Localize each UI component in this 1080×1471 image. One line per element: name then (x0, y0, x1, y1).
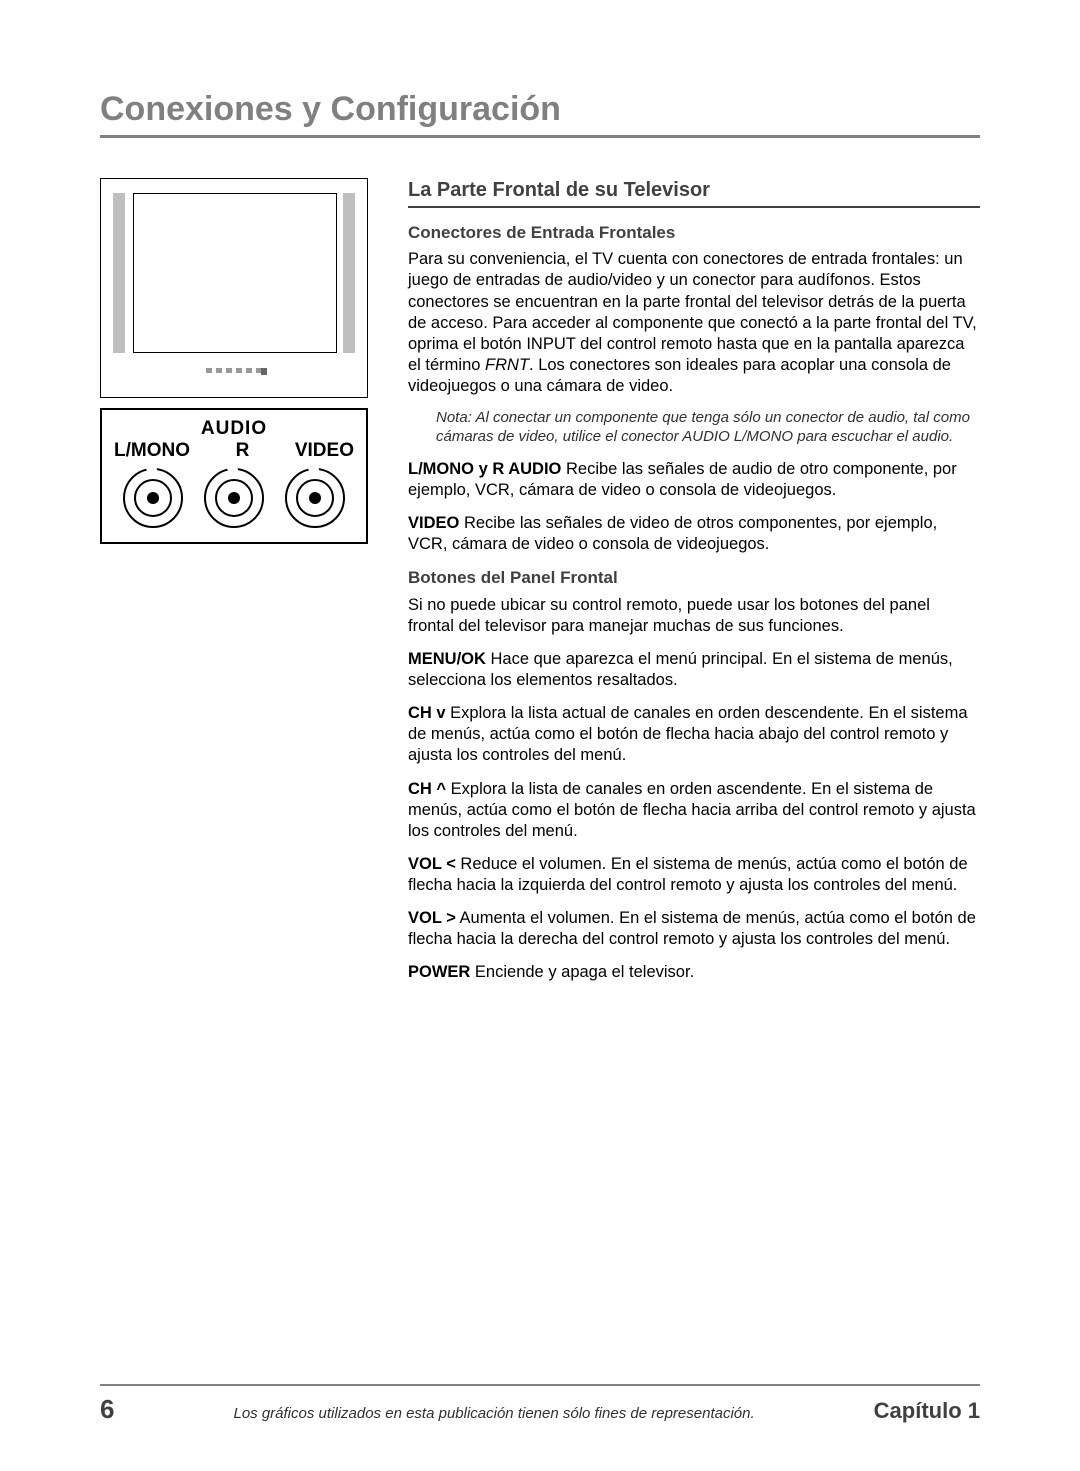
btn-chdown: CH v Explora la lista actual de canales … (408, 703, 980, 766)
tv-speaker-right (343, 193, 355, 353)
btn-power: POWER Enciende y apaga el televisor. (408, 962, 980, 983)
btn-power-body: Enciende y apaga el televisor. (470, 963, 694, 981)
botones-intro: Si no puede ubicar su control remoto, pu… (408, 595, 980, 637)
btn-menuok-body: Hace que aparezca el menú principal. En … (408, 650, 953, 689)
def-video-body: Recibe las señales de video de otros com… (408, 514, 937, 553)
btn-voldown: VOL < Reduce el volumen. En el sistema d… (408, 854, 980, 896)
rca-r-icon (204, 468, 264, 528)
content-columns: AUDIO L/MONO R VIDEO La Parte Frontal de… (100, 178, 980, 995)
btn-chup-body: Explora la lista de canales en orden asc… (408, 780, 976, 840)
btn-volup: VOL > Aumenta el volumen. En el sistema … (408, 908, 980, 950)
def-lmono: L/MONO y R AUDIO Recibe las señales de a… (408, 459, 980, 501)
btn-volup-term: VOL > (408, 909, 456, 927)
btn-chup-term: CH ^ (408, 780, 446, 798)
rca-video-icon (285, 468, 345, 528)
figure-column: AUDIO L/MONO R VIDEO (100, 178, 370, 995)
btn-chdown-term: CH v (408, 704, 446, 722)
jack-panel-illustration: AUDIO L/MONO R VIDEO (100, 408, 368, 544)
subsection-conectores: Conectores de Entrada Frontales (408, 222, 980, 244)
jack-connectors (112, 468, 356, 528)
btn-voldown-term: VOL < (408, 855, 456, 873)
jack-label-lmono: L/MONO (114, 440, 190, 462)
btn-power-term: POWER (408, 963, 470, 981)
btn-menuok: MENU/OK Hace que aparezca el menú princi… (408, 649, 980, 691)
jack-label-video: VIDEO (295, 440, 354, 462)
page-title: Conexiones y Configuración (100, 90, 980, 138)
tv-led (261, 368, 267, 375)
tv-speaker-left (113, 193, 125, 353)
tv-screen (133, 193, 337, 353)
chapter-label: Capítulo 1 (874, 1398, 980, 1424)
def-video: VIDEO Recibe las señales de video de otr… (408, 513, 980, 555)
page-footer: 6 Los gráficos utilizados en esta public… (100, 1384, 980, 1425)
tv-front-buttons (206, 368, 262, 373)
conectores-body: Para su conveniencia, el TV cuenta con c… (408, 249, 980, 397)
page-number: 6 (100, 1394, 114, 1425)
btn-menuok-term: MENU/OK (408, 650, 486, 668)
def-lmono-term: L/MONO y R AUDIO (408, 460, 561, 478)
btn-volup-body: Aumenta el volumen. En el sistema de men… (408, 909, 976, 948)
jack-label-r: R (236, 440, 250, 462)
subsection-botones: Botones del Panel Frontal (408, 567, 980, 589)
tv-illustration (100, 178, 368, 398)
jack-audio-label: AUDIO (112, 418, 356, 440)
footer-note: Los gráficos utilizados en esta publicac… (233, 1405, 754, 1422)
frnt-term: FRNT (485, 356, 529, 374)
btn-chdown-body: Explora la lista actual de canales en or… (408, 704, 968, 764)
def-video-term: VIDEO (408, 514, 459, 532)
btn-voldown-body: Reduce el volumen. En el sistema de menú… (408, 855, 968, 894)
section-title: La Parte Frontal de su Televisor (408, 178, 980, 208)
rca-lmono-icon (123, 468, 183, 528)
text-column: La Parte Frontal de su Televisor Conecto… (408, 178, 980, 995)
note-block: Nota: Al conectar un componente que teng… (436, 409, 980, 447)
btn-chup: CH ^ Explora la lista de canales en orde… (408, 779, 980, 842)
